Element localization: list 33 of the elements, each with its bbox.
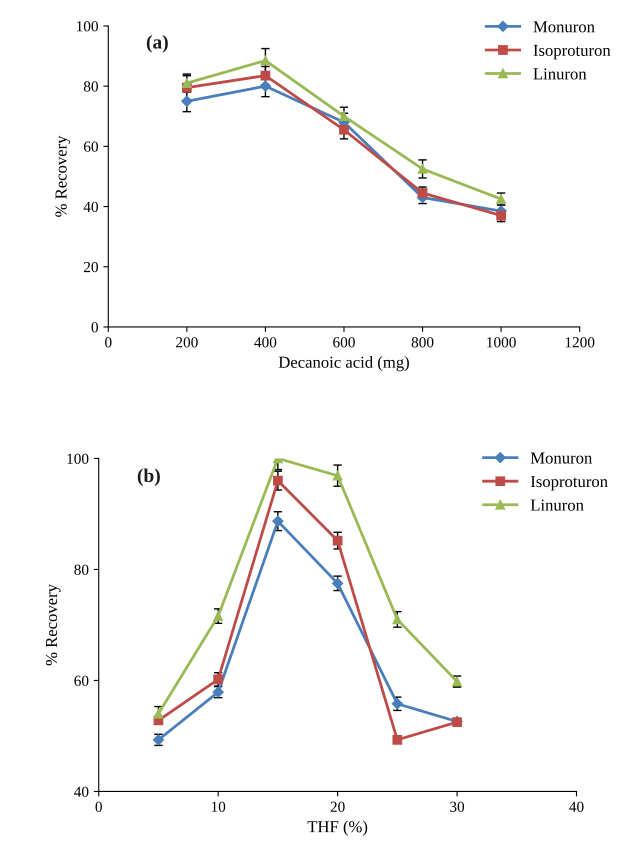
x-tick-label: 800 <box>412 337 434 348</box>
x-tick-label: 1200 <box>566 337 594 348</box>
x-tick-label: 600 <box>333 337 355 348</box>
legend-label: Linuron <box>530 500 584 511</box>
y-tick-label: 60 <box>74 676 88 686</box>
legend-label: Monuron <box>530 452 592 464</box>
x-tick-label: 0 <box>105 337 112 348</box>
x-tick-label: 10 <box>212 802 226 812</box>
y-axis-title: % Recovery <box>55 136 70 217</box>
y-tick-label: 100 <box>67 454 88 464</box>
legend-label: Isoproturon <box>534 44 610 60</box>
x-tick-label: 20 <box>330 802 345 812</box>
legend-label: Monuron <box>533 21 595 32</box>
x-tick-label: 40 <box>569 802 584 812</box>
legend-label: Linuron <box>533 68 586 80</box>
chart-title: (b) <box>138 468 160 486</box>
chart-title: (a) <box>146 34 168 53</box>
x-axis-title: Decanoic acid (mg) <box>278 356 409 372</box>
legend-label: Isoproturon <box>530 476 608 491</box>
y-tick-label: 20 <box>84 262 98 272</box>
x-tick-label: 1000 <box>487 337 516 348</box>
y-tick-label: 0 <box>92 322 98 332</box>
x-axis-title: THF (%) <box>308 820 368 836</box>
y-tick-label: 100 <box>76 21 98 32</box>
y-tick-label: 80 <box>74 564 88 575</box>
y-tick-label: 40 <box>74 786 88 797</box>
x-tick-label: 400 <box>254 337 276 348</box>
y-axis-title: % Recovery <box>46 584 61 666</box>
y-tick-label: 80 <box>84 81 98 92</box>
x-tick-label: 200 <box>176 337 198 348</box>
y-tick-label: 40 <box>84 202 98 212</box>
x-tick-label: 30 <box>450 802 464 812</box>
y-tick-label: 60 <box>84 142 98 152</box>
